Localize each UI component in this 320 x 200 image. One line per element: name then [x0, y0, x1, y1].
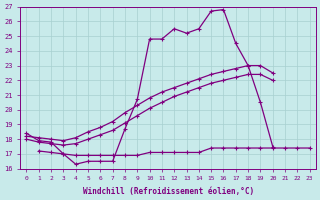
X-axis label: Windchill (Refroidissement éolien,°C): Windchill (Refroidissement éolien,°C) — [83, 187, 254, 196]
